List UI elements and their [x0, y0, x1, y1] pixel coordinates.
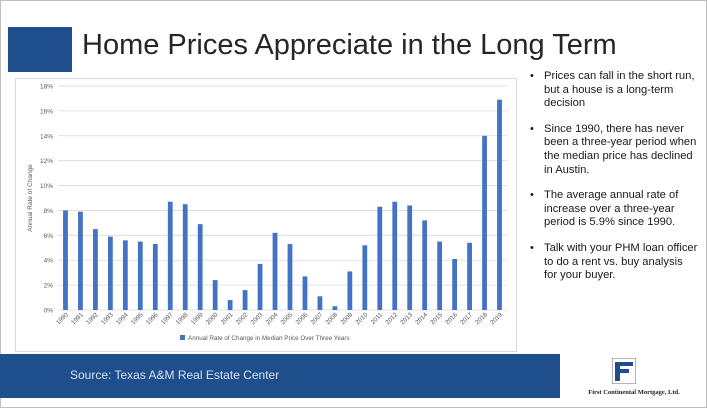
x-tick-label: 2017 — [459, 311, 474, 326]
x-tick-label: 2001 — [220, 311, 235, 326]
bar — [227, 300, 233, 310]
bullet-dot-icon: • — [530, 241, 534, 254]
bar — [437, 241, 443, 310]
bullet-dot-icon: • — [530, 70, 534, 82]
x-tick-label: 2019 — [489, 311, 504, 326]
y-tick-label: 12% — [40, 158, 53, 165]
bullet-text: Since 1990, there has never been a three… — [544, 122, 697, 176]
x-tick-label: 1993 — [100, 311, 115, 326]
bullet-item: • Since 1990, there has never been a thre… — [528, 123, 698, 177]
bar — [93, 229, 98, 310]
bullet-item: • The average annual rate of increase ove… — [528, 189, 698, 230]
x-tick-label: 1998 — [175, 311, 190, 326]
x-tick-label: 2010 — [354, 311, 369, 326]
bar — [392, 201, 398, 310]
y-tick-label: 8% — [44, 208, 54, 215]
company-logo: First Continental Mortgage, Ltd. — [568, 356, 700, 400]
y-tick-label: 14% — [40, 133, 53, 140]
bar — [242, 290, 248, 310]
legend-swatch — [180, 335, 185, 340]
x-tick-label: 2014 — [414, 311, 429, 326]
bar — [407, 205, 413, 310]
footer-bar: Source: Texas A&M Real Estate Center — [0, 354, 560, 398]
y-tick-label: 6% — [44, 233, 54, 240]
slide-title: Home Prices Appreciate in the Long Term — [82, 29, 617, 61]
x-tick-label: 2013 — [399, 311, 414, 326]
y-tick-label: 0% — [44, 308, 54, 315]
x-tick-label: 2016 — [444, 311, 459, 326]
x-tick-label: 1997 — [160, 311, 175, 326]
logo-mark-icon — [612, 358, 636, 384]
bar — [257, 263, 263, 310]
bar — [272, 232, 278, 310]
x-tick-label: 2002 — [235, 311, 250, 326]
bar — [182, 204, 188, 310]
y-tick-label: 18% — [40, 84, 53, 91]
bar — [467, 242, 472, 310]
x-tick-label: 2005 — [280, 311, 295, 326]
bullet-text: Talk with your PHM loan officer to do a … — [544, 241, 698, 282]
x-tick-label: 1992 — [85, 311, 100, 326]
y-tick-label: 4% — [44, 258, 54, 265]
bullet-item: • Prices can fall in the short run, but a… — [528, 70, 698, 111]
x-tick-label: 1991 — [70, 311, 85, 326]
bar — [317, 296, 323, 310]
logo-text: First Continental Mortgage, Ltd. — [588, 389, 680, 396]
bullet-item: • Talk with your PHM loan officer to do a… — [528, 242, 698, 283]
title-accent-bar — [8, 27, 72, 72]
x-tick-label: 2009 — [339, 311, 354, 326]
bullet-dot-icon: • — [530, 189, 534, 202]
bar — [332, 306, 338, 310]
source-note: Source: Texas A&M Real Estate Center — [70, 368, 280, 382]
bar — [63, 210, 68, 310]
x-tick-label: 2012 — [384, 311, 399, 326]
legend-label: Annual Rate of Change in Median Price Ov… — [188, 335, 350, 342]
x-tick-label: 1999 — [190, 311, 205, 326]
bar — [152, 244, 158, 310]
bar — [137, 241, 143, 310]
x-tick-label: 2011 — [370, 311, 385, 326]
x-tick-label: 2000 — [205, 311, 220, 326]
bar — [107, 236, 113, 310]
x-tick-label: 2003 — [250, 311, 265, 326]
x-tick-label: 2004 — [265, 311, 280, 326]
bullet-text: Prices can fall in the short run, but a … — [544, 70, 695, 110]
bar — [422, 220, 428, 310]
y-tick-label: 10% — [40, 183, 53, 190]
bar — [167, 201, 173, 310]
x-tick-label: 2018 — [474, 311, 489, 326]
chart-frame — [15, 78, 517, 352]
y-axis-label: Annual Rate of Change — [27, 164, 34, 232]
bar — [452, 258, 458, 310]
bar — [287, 244, 293, 310]
bar — [362, 245, 368, 310]
bar — [78, 211, 83, 310]
bar — [197, 224, 203, 310]
bar-chart: 0% 2% 4% 6% 8% 10% 12% 14% 16% 18% Annual Rate of … — [27, 84, 507, 342]
x-tick-label: 1990 — [55, 311, 70, 326]
y-tick-label: 16% — [40, 108, 53, 115]
x-tick-label: 2015 — [429, 311, 444, 326]
bar — [212, 280, 218, 310]
bar — [347, 271, 353, 310]
bullet-text: The average annual rate of increase over… — [544, 189, 679, 229]
x-tick-label: 1994 — [115, 311, 130, 326]
y-tick-label: 2% — [44, 283, 54, 290]
bar — [482, 135, 487, 310]
x-tick-label: 2008 — [324, 311, 339, 326]
x-tick-label: 1996 — [145, 311, 160, 326]
bar — [377, 206, 383, 310]
bullet-list: • Prices can fall in the short run, but a… — [528, 70, 698, 295]
x-tick-label: 1995 — [130, 311, 145, 326]
x-tick-label: 2006 — [295, 311, 310, 326]
x-tick-label: 2007 — [309, 311, 324, 326]
bar — [497, 99, 502, 310]
bar — [302, 276, 308, 310]
bar — [122, 240, 128, 310]
bullet-dot-icon: • — [530, 122, 534, 135]
